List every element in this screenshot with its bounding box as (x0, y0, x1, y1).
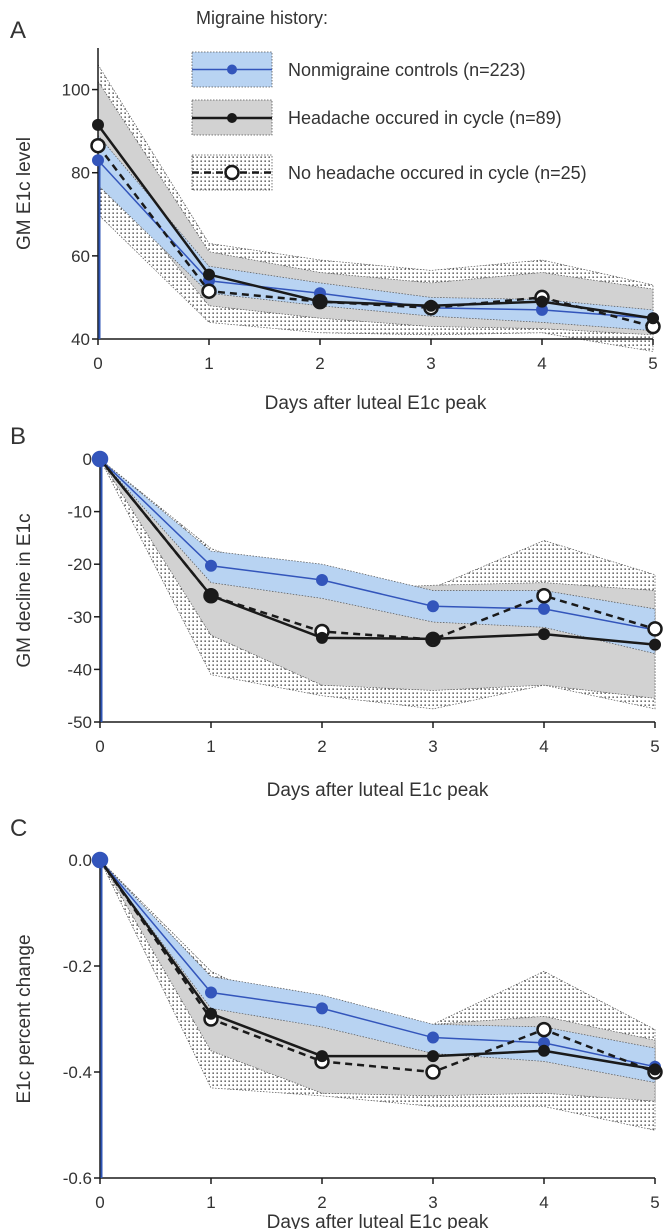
point-headache (92, 852, 108, 868)
series-line-controls (97, 159, 654, 319)
point-headache (536, 295, 548, 308)
legend-title: Migraine history: (196, 8, 328, 28)
y-tick-label: 0.0 (68, 851, 92, 870)
y-tick-label: -40 (67, 660, 92, 679)
point-controls (92, 154, 104, 167)
legend: Migraine history: Nonmigraine controls (… (191, 8, 587, 191)
x-axis-label: Days after luteal E1c peak (267, 1212, 489, 1229)
legend-entry-headache: Headache occured in cycle (n=89) (191, 99, 562, 136)
y-tick-label: 40 (71, 330, 90, 349)
y-axis-label: GM decline in E1c (14, 513, 35, 667)
legend-swatch-noheadache-marker (224, 164, 240, 181)
point-controls (427, 600, 439, 613)
series-line-headache (98, 859, 656, 1071)
legend-entry-noheadache: No headache occured in cycle (n=25) (191, 154, 587, 191)
y-tick-label: -10 (67, 503, 92, 522)
point-headache (538, 1044, 550, 1057)
point-headache (425, 299, 437, 312)
legend-label-controls: Nonmigraine controls (n=223) (288, 60, 526, 80)
point-headache (92, 451, 108, 467)
x-tick-label: 2 (317, 737, 326, 756)
x-tick-label: 3 (428, 1193, 437, 1212)
point-noheadache (201, 283, 217, 299)
point-controls (205, 986, 217, 999)
x-tick-label: 3 (428, 737, 437, 756)
x-tick-label: 4 (539, 1193, 548, 1212)
band-controls (99, 859, 656, 1084)
point-headache (316, 1050, 328, 1063)
y-tick-label: 100 (62, 81, 90, 100)
y-axis-label: GM E1c level (14, 137, 35, 250)
y-tick-label: -20 (67, 555, 92, 574)
point-headache (538, 628, 550, 641)
x-tick-label: 0 (93, 354, 102, 373)
y-tick-label: 60 (71, 247, 90, 266)
panel-letter: C (10, 815, 27, 842)
point-controls (316, 1002, 328, 1015)
point-controls (538, 602, 550, 615)
point-headache (92, 118, 104, 131)
series-line-controls (99, 859, 656, 1068)
x-tick-label: 1 (206, 737, 215, 756)
series-line-headache (99, 458, 656, 646)
x-axis-label: Days after luteal E1c peak (267, 780, 489, 801)
panel-a: A 40 60 80 100 0 1 2 3 4 5 Days after luteal E1c pe… (10, 17, 661, 414)
point-headache (205, 1007, 217, 1020)
panel-b: B -50 -40 -30 -20 -10 0 0 1 2 3 4 5 Days after luteal… (10, 423, 663, 801)
point-headache (203, 268, 215, 281)
point-headache (649, 1063, 661, 1076)
legend-entry-controls: Nonmigraine controls (n=223) (191, 51, 526, 88)
y-tick-label: -0.6 (63, 1169, 92, 1188)
point-noheadache (90, 137, 106, 154)
y-tick-label: 0 (83, 450, 92, 469)
point-headache (427, 632, 439, 645)
y-tick-label: -0.2 (63, 957, 92, 976)
x-tick-label: 1 (204, 354, 213, 373)
point-noheadache (647, 621, 663, 637)
point-controls (427, 1031, 439, 1044)
point-headache (427, 1050, 439, 1063)
point-controls (205, 559, 217, 572)
legend-swatch-headache-marker (227, 113, 237, 123)
point-noheadache (425, 1064, 441, 1080)
x-tick-label: 4 (537, 354, 546, 373)
point-headache (649, 638, 661, 651)
y-tick-label: -50 (67, 713, 92, 732)
point-headache (205, 589, 217, 602)
y-axis-label: E1c percent change (14, 934, 35, 1103)
x-tick-label: 5 (648, 354, 657, 373)
x-tick-label: 2 (317, 1193, 326, 1212)
point-headache (316, 631, 328, 644)
point-noheadache (536, 588, 552, 604)
x-tick-label: 2 (315, 354, 324, 373)
x-tick-label: 5 (650, 737, 659, 756)
series-line-noheadache (98, 859, 656, 1074)
point-headache (314, 295, 326, 308)
panel-c: C -0.6 -0.4 -0.2 0.0 0 1 2 3 4 5 Days after luteal … (10, 815, 663, 1229)
x-tick-label: 0 (95, 1193, 104, 1212)
panel-letter: B (10, 423, 26, 450)
series-line-controls (99, 458, 656, 631)
legend-label-noheadache: No headache occured in cycle (n=25) (288, 163, 587, 183)
x-tick-label: 0 (95, 737, 104, 756)
x-tick-label: 4 (539, 737, 548, 756)
panel-letter: A (10, 17, 26, 44)
point-noheadache (536, 1021, 552, 1038)
x-tick-label: 1 (206, 1193, 215, 1212)
legend-swatch-controls-marker (227, 64, 237, 75)
legend-label-headache: Headache occured in cycle (n=89) (288, 108, 562, 128)
y-tick-label: -0.4 (63, 1063, 92, 1082)
point-controls (316, 573, 328, 586)
series-line-headache (96, 124, 654, 320)
x-tick-label: 3 (426, 354, 435, 373)
x-axis-label: Days after luteal E1c peak (265, 393, 487, 414)
x-tick-label: 5 (650, 1193, 659, 1212)
y-tick-label: -30 (67, 608, 92, 627)
y-tick-label: 80 (71, 164, 90, 183)
point-headache (647, 312, 659, 325)
